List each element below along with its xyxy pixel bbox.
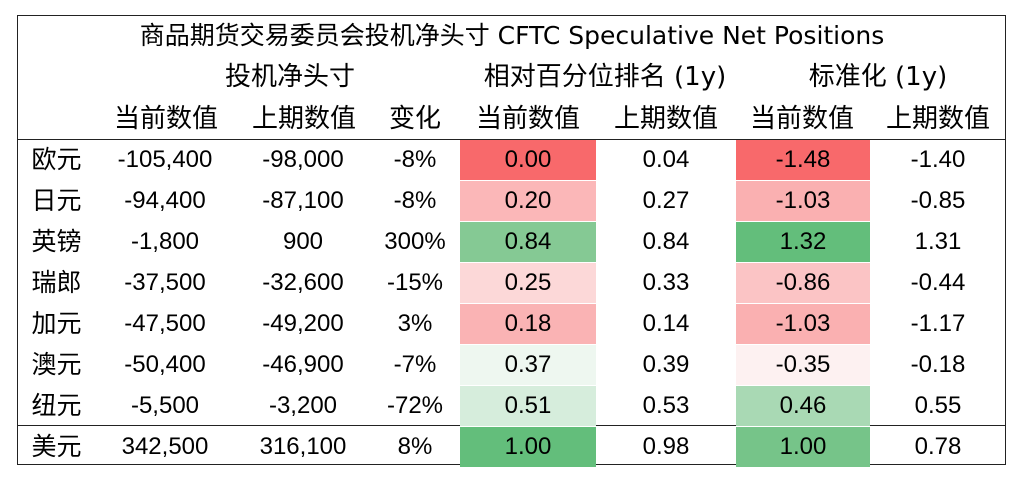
cell-previous: -3,200 — [268, 392, 338, 419]
cell-currency: 美元 — [31, 432, 82, 461]
cell-current: -105,400 — [117, 146, 213, 173]
cell-std-previous: -0.18 — [910, 351, 966, 378]
cell-rank-current: 0.37 — [460, 345, 596, 385]
cell-rank-previous: 0.53 — [642, 392, 690, 419]
cell-rank-previous: 0.27 — [642, 187, 690, 214]
cell-currency: 瑞郎 — [31, 268, 82, 297]
cell-rank-current: 0.00 — [460, 140, 596, 180]
cell-previous: 316,100 — [259, 433, 347, 460]
column-header-rank-current: 当前数值 — [475, 104, 580, 134]
cell-std-current: 1.32 — [736, 222, 870, 262]
cell-rank-current: 0.84 — [460, 222, 596, 262]
group-header-standardized: 标准化 (1y) — [808, 62, 948, 92]
cell-previous: -49,200 — [262, 310, 344, 337]
cell-std-previous: -1.40 — [910, 146, 966, 173]
cell-previous: -87,100 — [262, 187, 344, 214]
cell-std-current: -0.35 — [736, 345, 870, 385]
cell-std-previous: 1.31 — [914, 228, 962, 255]
cell-rank-previous: 0.14 — [642, 310, 690, 337]
cell-current: -94,400 — [124, 187, 206, 214]
cell-previous: -46,900 — [262, 351, 344, 378]
cell-change: 300% — [384, 228, 446, 255]
header-divider — [17, 139, 1006, 140]
cell-std-previous: 0.55 — [914, 392, 962, 419]
cell-rank-current: 1.00 — [460, 427, 596, 467]
cell-current: -1,800 — [130, 228, 200, 255]
cell-rank-previous: 0.39 — [642, 351, 690, 378]
cell-rank-current: 0.25 — [460, 263, 596, 303]
column-header-std-current: 当前数值 — [749, 104, 854, 134]
cell-current: -50,400 — [124, 351, 206, 378]
group-header-percentile-rank: 相对百分位排名 (1y) — [483, 62, 727, 92]
cell-std-current: -0.86 — [736, 263, 870, 303]
column-header-current: 当前数值 — [113, 104, 218, 134]
cell-currency: 加元 — [31, 309, 82, 338]
cell-previous: -32,600 — [262, 269, 344, 296]
cell-rank-previous: 0.84 — [642, 228, 690, 255]
column-header-previous: 上期数值 — [251, 104, 356, 134]
cell-change: 3% — [397, 310, 433, 337]
cell-std-current: -1.03 — [736, 304, 870, 344]
cell-current: -5,500 — [130, 392, 200, 419]
cell-current: 342,500 — [121, 433, 209, 460]
cell-currency: 英镑 — [31, 227, 82, 256]
group-header-net-position: 投机净头寸 — [224, 62, 355, 92]
cell-rank-current: 0.18 — [460, 304, 596, 344]
cell-change: -8% — [393, 146, 437, 173]
cell-std-current: 0.46 — [736, 386, 870, 426]
cell-change: -8% — [393, 187, 437, 214]
cell-std-previous: 0.78 — [914, 433, 962, 460]
cell-change: -72% — [386, 392, 444, 419]
cell-rank-previous: 0.04 — [642, 146, 690, 173]
cell-currency: 日元 — [31, 186, 82, 215]
cell-currency: 澳元 — [31, 350, 82, 379]
cell-rank-previous: 0.33 — [642, 269, 690, 296]
cell-change: -7% — [393, 351, 437, 378]
cell-currency: 欧元 — [31, 145, 82, 174]
cell-std-current: 1.00 — [736, 427, 870, 467]
column-header-rank-previous: 上期数值 — [613, 104, 718, 134]
cell-rank-previous: 0.98 — [642, 433, 690, 460]
cell-current: -37,500 — [124, 269, 206, 296]
cell-change: -15% — [386, 269, 444, 296]
cell-change: 8% — [397, 433, 433, 460]
cell-std-previous: -0.85 — [910, 187, 966, 214]
cell-rank-current: 0.51 — [460, 386, 596, 426]
column-header-change: 变化 — [388, 104, 441, 134]
cell-rank-current: 0.20 — [460, 181, 596, 221]
column-header-std-previous: 上期数值 — [885, 104, 990, 134]
cell-std-previous: -0.44 — [910, 269, 966, 296]
table-title: 商品期货交易委员会投机净头寸 CFTC Speculative Net Posi… — [139, 21, 885, 50]
cell-previous: 900 — [282, 228, 324, 255]
cell-std-current: -1.03 — [736, 181, 870, 221]
cell-previous: -98,000 — [262, 146, 344, 173]
cell-std-current: -1.48 — [736, 140, 870, 180]
cell-std-previous: -1.17 — [910, 310, 966, 337]
cell-current: -47,500 — [124, 310, 206, 337]
cell-currency: 纽元 — [31, 391, 82, 420]
